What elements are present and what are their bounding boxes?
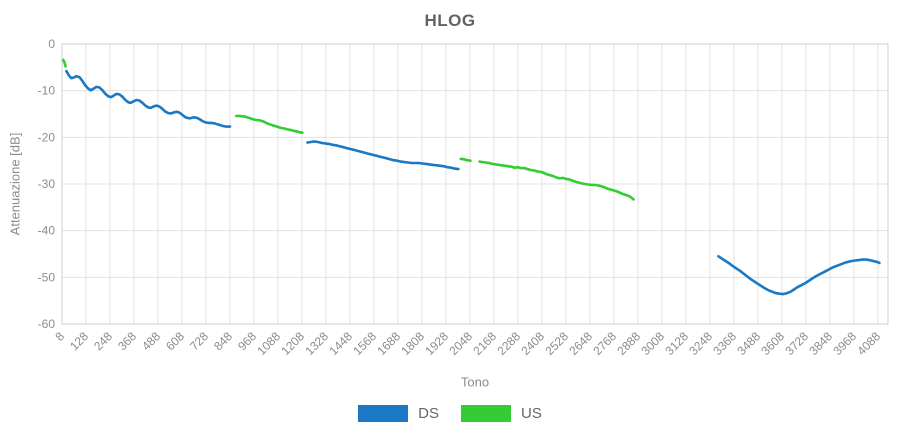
y-tick-label: -50 <box>38 270 56 284</box>
x-tick-label: 2288 <box>494 329 523 358</box>
us-legend-label: US <box>521 405 542 422</box>
x-tick-label: 1208 <box>278 329 307 358</box>
x-tick-label: 8 <box>52 329 67 344</box>
x-tick-label: 3608 <box>758 329 787 358</box>
series-line-ds <box>306 140 460 171</box>
x-tick-label: 848 <box>211 329 235 353</box>
x-tick-label: 2048 <box>446 329 475 358</box>
x-tick-label: 1568 <box>350 329 379 358</box>
x-tick-label: 2408 <box>518 329 547 358</box>
x-tick-label: 128 <box>67 329 91 353</box>
x-tick-label: 2528 <box>542 329 571 358</box>
series-line-us <box>61 58 67 68</box>
y-tick-label: 0 <box>48 37 55 51</box>
x-tick-label: 1448 <box>326 329 355 358</box>
legend-item-ds[interactable]: DS <box>358 405 439 422</box>
x-tick-label: 248 <box>91 329 115 353</box>
x-tick-label: 2768 <box>590 329 619 358</box>
ds-legend-label: DS <box>418 405 439 422</box>
series-line-ds <box>65 69 232 128</box>
y-tick-label: -20 <box>38 130 56 144</box>
us-legend-swatch <box>461 405 511 422</box>
x-tick-label: 1328 <box>302 329 331 358</box>
ds-legend-swatch <box>358 405 409 422</box>
x-tick-label: 2888 <box>614 329 643 358</box>
y-tick-label: -60 <box>38 317 56 331</box>
plot-frame <box>61 43 889 325</box>
x-tick-label: 4088 <box>854 329 883 358</box>
chart-title: HLOG <box>424 11 476 30</box>
x-tick-label: 488 <box>139 329 163 353</box>
series-line-ds <box>717 254 881 296</box>
x-tick-label: 728 <box>187 329 211 353</box>
y-tick-label: -40 <box>38 224 56 238</box>
x-tick-label: 1688 <box>374 329 403 358</box>
x-tick-label: 608 <box>163 329 187 353</box>
x-tick-label: 3488 <box>734 329 763 358</box>
legend-item-us[interactable]: US <box>461 405 542 422</box>
x-tick-label: 3008 <box>638 329 667 358</box>
y-tick-label: -10 <box>38 84 56 98</box>
series-line-us <box>459 157 472 162</box>
series-line-us <box>235 114 304 134</box>
y-tick-label: -30 <box>38 177 56 191</box>
x-tick-label: 3968 <box>830 329 859 358</box>
series-line-us <box>478 160 635 201</box>
x-tick-label: 2168 <box>470 329 499 358</box>
x-tick-label: 1928 <box>422 329 451 358</box>
x-tick-label: 1808 <box>398 329 427 358</box>
x-axis-title: Tono <box>460 374 490 390</box>
x-tick-label: 2648 <box>566 329 595 358</box>
x-tick-label: 3728 <box>782 329 811 358</box>
x-tick-label: 1088 <box>254 329 283 358</box>
legend: DS US <box>0 405 900 422</box>
x-tick-label: 368 <box>115 329 139 353</box>
x-tick-label: 3128 <box>662 329 691 358</box>
x-tick-label: 3248 <box>686 329 715 358</box>
x-tick-label: 3848 <box>806 329 835 358</box>
x-tick-label: 3368 <box>710 329 739 358</box>
